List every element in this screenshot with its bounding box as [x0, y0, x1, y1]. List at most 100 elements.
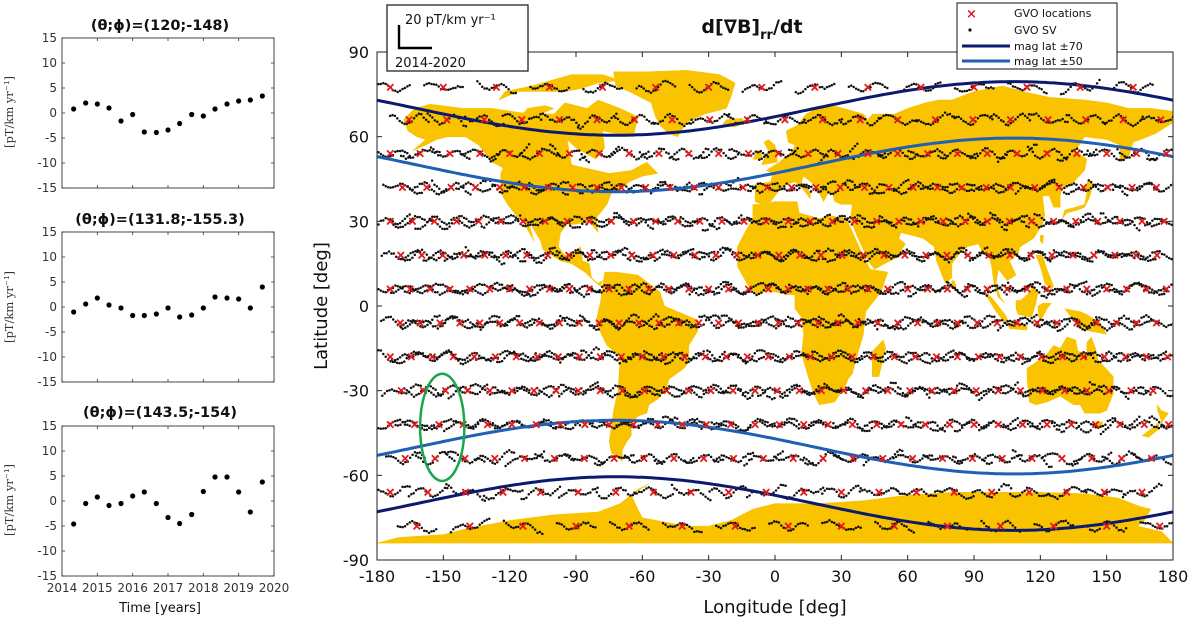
sv-point [664, 217, 668, 221]
sv-point [423, 181, 426, 184]
sv-point [748, 85, 752, 89]
sv-point [736, 355, 740, 359]
sv-point [665, 317, 668, 320]
sv-point [839, 290, 843, 293]
sv-point [613, 85, 616, 89]
sv-point [500, 262, 504, 266]
sv-point [643, 155, 646, 159]
sv-point [1036, 351, 1039, 355]
data-point [165, 514, 171, 521]
sv-point [840, 313, 843, 316]
sv-point [411, 250, 415, 254]
sv-point [1048, 258, 1051, 262]
sv-point [616, 149, 619, 153]
sv-point [603, 225, 606, 228]
sv-point [737, 291, 741, 295]
sv-point [697, 351, 700, 355]
sv-point [1099, 360, 1102, 364]
data-point [189, 312, 195, 318]
y-tick-label: -15 [37, 181, 57, 195]
sv-point [873, 122, 876, 125]
sv-point [788, 116, 792, 119]
sv-point [702, 323, 705, 326]
sv-point [776, 120, 780, 123]
sv-point [1020, 154, 1024, 158]
sv-point [1038, 187, 1042, 190]
sv-point [1091, 351, 1094, 355]
sv-point [750, 357, 754, 361]
data-point [259, 284, 265, 290]
data-point [224, 101, 230, 107]
sv-point [486, 189, 489, 192]
sv-point [482, 226, 486, 229]
sv-point [829, 249, 832, 252]
sv-point [1125, 194, 1129, 197]
landmass [1040, 235, 1044, 245]
sv-point [521, 260, 525, 263]
sv-point [907, 178, 910, 182]
sv-point [746, 86, 749, 90]
sv-point [1043, 253, 1047, 256]
sv-point [730, 318, 733, 321]
sv-point [563, 355, 567, 358]
data-point [177, 120, 183, 127]
sv-point [999, 184, 1003, 187]
sv-point [865, 351, 868, 354]
sv-point [724, 188, 728, 192]
sv-point [1098, 290, 1101, 293]
sv-point [646, 257, 650, 261]
sv-point [372, 226, 375, 229]
sv-point [841, 214, 844, 218]
sv-point [640, 289, 644, 292]
sv-point [667, 216, 670, 219]
sv-point [429, 256, 433, 259]
sv-point [1150, 183, 1154, 186]
sv-point [740, 153, 743, 156]
sv-point [711, 359, 714, 363]
sv-point [702, 89, 706, 92]
sv-point [646, 358, 649, 361]
sv-point [500, 283, 504, 286]
sv-point [799, 156, 803, 159]
sv-point [747, 290, 750, 294]
sv-point [999, 255, 1002, 258]
y-tick-label: -15 [37, 375, 57, 389]
sv-point [661, 223, 665, 226]
sv-point [1143, 182, 1146, 186]
sv-point [644, 282, 648, 286]
sv-point [801, 90, 805, 93]
sv-point [540, 261, 543, 265]
sv-point [998, 221, 1001, 224]
sv-point [527, 293, 531, 296]
sv-point [710, 224, 714, 228]
sv-point [1033, 212, 1036, 216]
sv-point [1035, 143, 1038, 146]
sv-point [469, 182, 473, 186]
sv-point [714, 257, 718, 261]
sv-point [649, 317, 653, 321]
sv-point [998, 218, 1002, 221]
sv-point [938, 253, 942, 257]
sv-point [387, 250, 391, 253]
sv-point [1122, 314, 1126, 317]
sv-point [622, 217, 625, 221]
sv-point [767, 121, 770, 124]
sv-point [902, 191, 906, 195]
sv-point [959, 223, 962, 226]
sv-point [965, 189, 969, 193]
sv-point [490, 218, 493, 222]
sv-point [651, 121, 655, 124]
sv-point [787, 283, 791, 287]
sv-point [1037, 114, 1040, 118]
sv-point [992, 187, 996, 190]
sv-point [1152, 224, 1156, 227]
sv-point [876, 318, 880, 322]
sv-point [545, 354, 548, 357]
sv-point [775, 221, 778, 224]
sv-point [470, 224, 473, 228]
sv-point [782, 290, 785, 294]
sv-point [894, 226, 898, 229]
sv-point [1039, 117, 1043, 120]
sv-point [461, 85, 464, 89]
sv-point [1101, 221, 1105, 225]
